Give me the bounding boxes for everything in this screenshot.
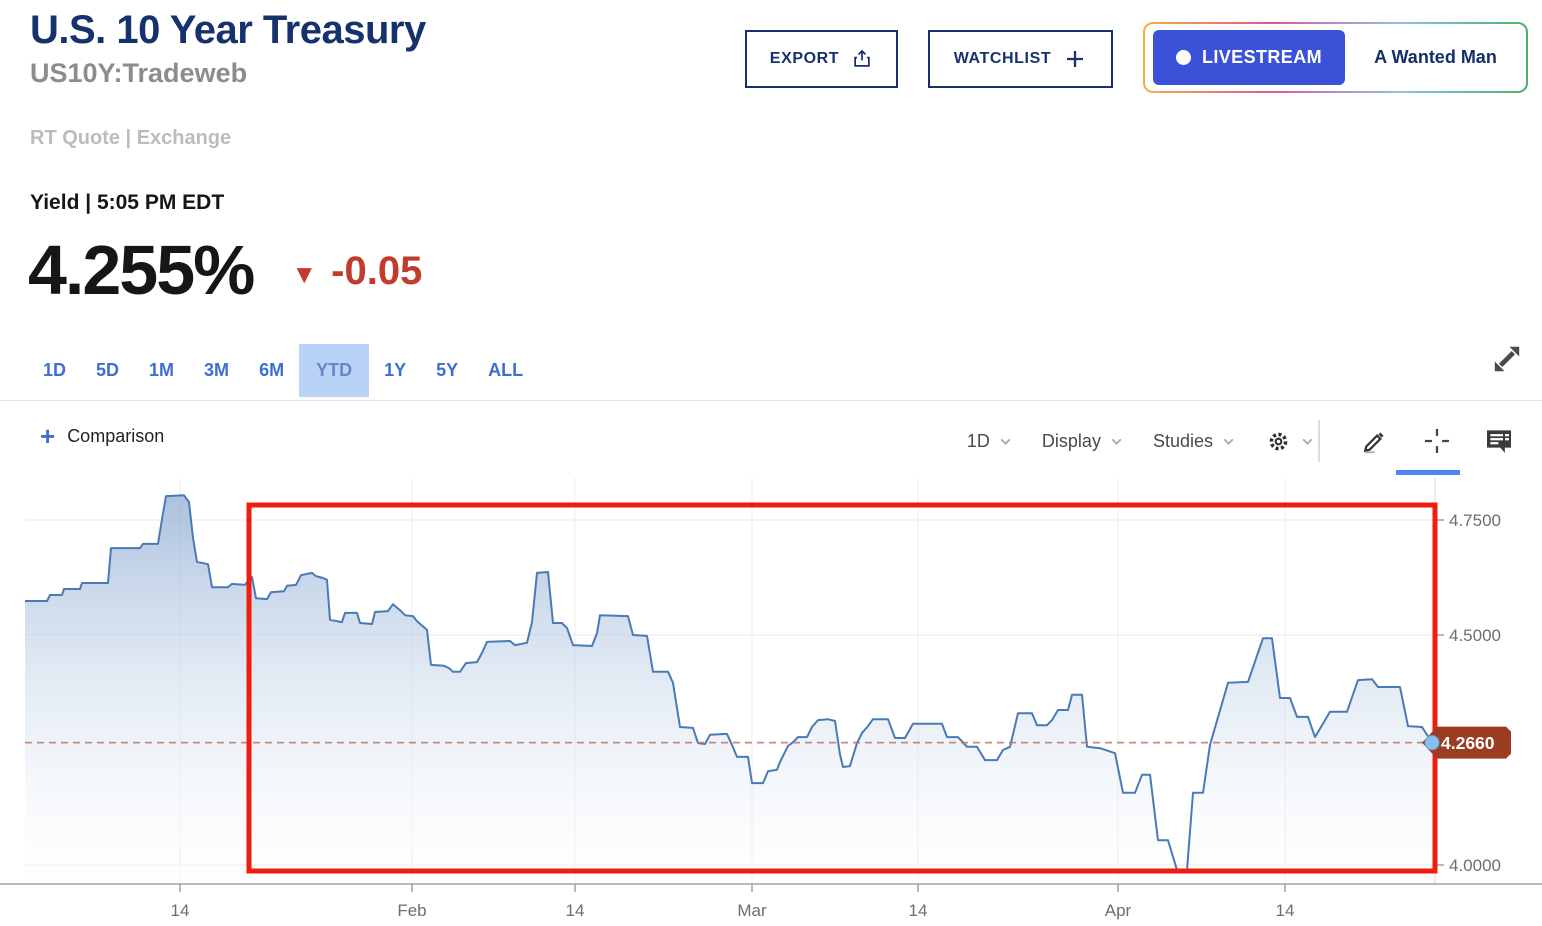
crosshair-tool-button[interactable] xyxy=(1420,424,1454,458)
watchlist-label: WATCHLIST xyxy=(953,50,1052,67)
x-axis-label: 14 xyxy=(1276,901,1295,920)
x-axis-label: 14 xyxy=(171,901,190,920)
ticker-symbol: US10Y:Tradeweb xyxy=(30,58,248,88)
x-axis-label: Feb xyxy=(397,901,426,920)
tab-1d[interactable]: 1D xyxy=(43,360,67,380)
tab-6m[interactable]: 6M xyxy=(259,360,285,380)
current-price-tag-label: 4.2660 xyxy=(1441,733,1495,753)
chart-settings-dropdown[interactable] xyxy=(1265,428,1314,455)
comments-button[interactable] xyxy=(1482,424,1516,458)
toolbar-divider xyxy=(1318,420,1320,462)
crosshair-icon xyxy=(1425,429,1449,453)
tab-5y[interactable]: 5Y xyxy=(436,360,459,380)
pencil-icon xyxy=(1363,432,1384,454)
yield-area-fill xyxy=(25,495,1432,884)
x-axis-label: 14 xyxy=(566,901,585,920)
current-yield: 4.255% xyxy=(28,231,255,309)
down-triangle-icon: ▼ xyxy=(291,258,318,289)
active-tool-indicator xyxy=(1396,470,1460,475)
x-axis-label: Apr xyxy=(1105,901,1132,920)
chevron-down-icon xyxy=(1111,438,1122,445)
livestream-banner: LIVESTREAM A Wanted Man xyxy=(1143,22,1528,93)
quote-source: RT Quote | Exchange xyxy=(30,127,232,149)
yield-change: -0.05 xyxy=(331,248,423,293)
watchlist-button[interactable]: WATCHLIST xyxy=(928,30,1113,88)
yield-chart[interactable]: 4.7500 4.5000 4.0000 14 Feb 14 Mar 14 Apr 14 4.266… xyxy=(0,478,1542,926)
studies-dropdown[interactable]: Studies xyxy=(1153,431,1235,452)
y-axis-label: 4.0000 xyxy=(1449,856,1501,875)
interval-dropdown[interactable]: 1D xyxy=(967,431,1012,452)
add-comparison-button[interactable]: + Comparison xyxy=(40,421,165,451)
studies-label: Studies xyxy=(1152,430,1213,451)
yield-timestamp: Yield | 5:05 PM EDT xyxy=(30,191,225,214)
comment-icon xyxy=(1487,430,1511,453)
export-label: EXPORT xyxy=(769,50,840,67)
livestream-show-title: A Wanted Man xyxy=(1374,47,1497,67)
plus-icon xyxy=(1067,51,1084,67)
gear-icon xyxy=(1269,432,1288,450)
x-axis-label: Mar xyxy=(737,901,767,920)
share-icon xyxy=(854,49,870,67)
livestream-label: LIVESTREAM xyxy=(1201,47,1322,67)
export-button[interactable]: EXPORT xyxy=(745,30,898,88)
chevron-down-icon xyxy=(1223,438,1234,445)
x-axis-label: 14 xyxy=(909,901,928,920)
plus-icon: + xyxy=(40,421,56,451)
chevron-down-icon xyxy=(1302,438,1313,445)
range-tab-bar: 1D 5D 1M 3M 6M YTD 1Y 5Y ALL xyxy=(28,344,538,397)
fullscreen-expand-icon[interactable] xyxy=(1488,340,1526,378)
interval-label: 1D xyxy=(966,430,990,451)
y-axis-label: 4.5000 xyxy=(1449,626,1501,645)
tab-1m[interactable]: 1M xyxy=(149,360,175,380)
draw-tool-button[interactable] xyxy=(1358,424,1392,458)
current-price-dot xyxy=(1424,735,1440,751)
livestream-button[interactable]: LIVESTREAM xyxy=(1153,30,1345,85)
live-dot-icon xyxy=(1175,50,1191,65)
display-dropdown[interactable]: Display xyxy=(1042,431,1123,452)
tab-3m[interactable]: 3M xyxy=(204,360,230,380)
comparison-label: Comparison xyxy=(67,425,165,446)
price-row: 4.255% ▼ -0.05 xyxy=(28,230,422,310)
display-label: Display xyxy=(1041,430,1101,451)
header-divider xyxy=(0,400,1542,401)
tab-ytd[interactable]: YTD xyxy=(299,344,370,397)
annotation-rectangle xyxy=(246,502,1438,874)
livestream-banner-inner: LIVESTREAM A Wanted Man xyxy=(1145,24,1526,91)
chart-toolbar: + Comparison 1D Display Studies xyxy=(0,401,1542,477)
tab-5d[interactable]: 5D xyxy=(96,360,120,380)
current-price-tag xyxy=(1422,726,1511,759)
toolbar-right-group: 1D Display Studies xyxy=(967,415,1520,467)
tab-all[interactable]: ALL xyxy=(488,360,524,380)
chevron-down-icon xyxy=(1000,438,1011,445)
y-axis-label: 4.7500 xyxy=(1449,511,1501,530)
page-title: U.S. 10 Year Treasury xyxy=(30,8,426,52)
tab-1y[interactable]: 1Y xyxy=(384,360,407,380)
